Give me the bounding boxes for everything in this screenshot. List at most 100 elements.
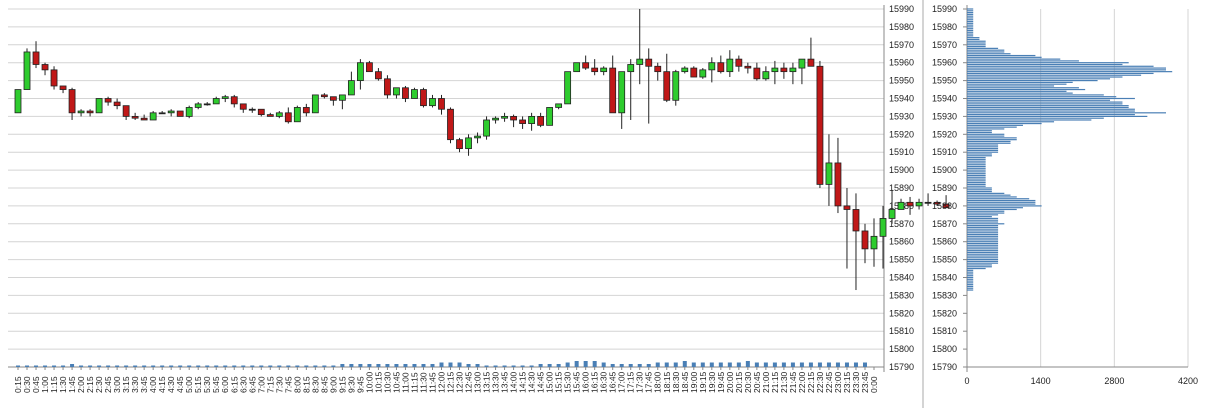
- profile-y-tick-label: 15910: [932, 147, 957, 157]
- volume-bar: [376, 364, 381, 367]
- candle-body: [735, 58, 743, 67]
- volume-bar: [637, 364, 642, 367]
- x-tick-label: 3:00: [112, 376, 122, 393]
- candle-body: [167, 110, 175, 114]
- candle-body: [591, 67, 599, 73]
- candle-body: [501, 116, 508, 119]
- candle-body: [311, 94, 319, 114]
- volume-bar: [349, 364, 354, 367]
- volume-bar: [304, 365, 309, 367]
- profile-bar: [967, 35, 974, 37]
- volume-bar: [592, 361, 597, 367]
- volume-bar: [178, 365, 183, 367]
- volume-bar: [43, 365, 48, 367]
- profile-bar: [967, 183, 986, 186]
- profile-bar: [967, 232, 999, 234]
- x-tick-label: 4:00: [148, 376, 158, 393]
- volume-bar: [70, 364, 75, 367]
- candle-body: [798, 58, 806, 69]
- volume-bar: [313, 365, 318, 367]
- volume-bar: [835, 362, 840, 367]
- x-tick-label: 22:30: [815, 371, 825, 393]
- volume-bar: [565, 362, 570, 367]
- profile-bar: [967, 255, 999, 257]
- profile-bar: [967, 165, 986, 168]
- x-tick-label: 19:45: [716, 371, 726, 393]
- volume-bar: [574, 361, 579, 367]
- volume-bar: [790, 362, 795, 367]
- profile-y-tick-label: 15890: [932, 183, 957, 193]
- volume-bar: [502, 365, 507, 367]
- profile-bar: [967, 131, 992, 134]
- profile-bar: [967, 156, 986, 159]
- volume-bar: [385, 364, 390, 367]
- candle-body: [708, 62, 716, 71]
- profile-bar: [967, 148, 999, 150]
- profile-bar: [967, 38, 980, 41]
- profile-bar: [967, 124, 1023, 126]
- profile-bar: [967, 135, 1005, 137]
- profile-y-tick-label: 15990: [932, 4, 957, 14]
- volume-bar: [205, 365, 210, 367]
- candle-body: [14, 89, 22, 114]
- y-tick-label: 15890: [889, 183, 914, 193]
- volume-bar: [97, 365, 102, 367]
- x-tick-label: 15:15: [554, 371, 564, 393]
- x-tick-label: 17:00: [617, 371, 627, 393]
- candle-body: [618, 71, 626, 114]
- volume-bar: [799, 362, 804, 367]
- profile-bar: [967, 275, 974, 277]
- candle-body: [744, 65, 752, 69]
- profile-bar: [967, 257, 999, 259]
- profile-bar: [967, 69, 1166, 71]
- profile-bar: [967, 237, 999, 239]
- profile-y-tick-label: 15920: [932, 129, 957, 139]
- candle-body: [528, 116, 535, 124]
- profile-bar: [967, 167, 986, 169]
- profile-bar: [967, 71, 1173, 73]
- candle-body: [230, 96, 238, 105]
- x-tick-label: 9:45: [355, 376, 365, 393]
- x-tick-label: 11:00: [400, 372, 410, 393]
- candle-body: [762, 71, 770, 80]
- y-tick-label: 15850: [889, 255, 914, 265]
- profile-bar: [967, 74, 1142, 76]
- profile-bar: [967, 92, 1073, 94]
- profile-bar: [967, 11, 974, 14]
- x-tick-label: 6:00: [220, 376, 230, 393]
- profile-bar: [967, 241, 999, 243]
- profile-bar: [967, 223, 1005, 225]
- profile-bar: [967, 151, 999, 153]
- x-tick-label: 3:45: [139, 376, 149, 393]
- profile-bar: [967, 228, 999, 230]
- candle-body: [302, 107, 310, 114]
- volume-bar: [583, 361, 588, 367]
- candle-body: [663, 71, 671, 101]
- profile-bar: [967, 207, 1023, 209]
- candle-body: [338, 94, 346, 101]
- profile-bar: [967, 187, 992, 189]
- x-tick-label: 3:30: [130, 376, 140, 393]
- candle-body: [221, 96, 229, 99]
- x-tick-label: 20:00: [725, 371, 735, 393]
- profile-bar: [967, 72, 1154, 75]
- volume-bar: [844, 362, 849, 367]
- x-tick-label: 9:30: [346, 376, 356, 393]
- profile-bar: [967, 199, 1036, 202]
- x-tick-label: 6:15: [229, 376, 239, 393]
- profile-bar: [967, 103, 1123, 105]
- profile-bar: [967, 130, 992, 132]
- volume-bar: [133, 365, 138, 367]
- profile-bar: [967, 106, 1129, 109]
- profile-bar: [967, 133, 1005, 135]
- candle-body: [266, 114, 274, 117]
- profile-bar: [967, 128, 1005, 130]
- profile-bar: [967, 282, 974, 284]
- candle-body: [609, 67, 617, 114]
- profile-bar: [967, 49, 1005, 51]
- volume-bar: [286, 365, 291, 367]
- profile-bar: [967, 80, 1098, 82]
- candle-body: [879, 218, 887, 237]
- volume-bar: [709, 362, 714, 367]
